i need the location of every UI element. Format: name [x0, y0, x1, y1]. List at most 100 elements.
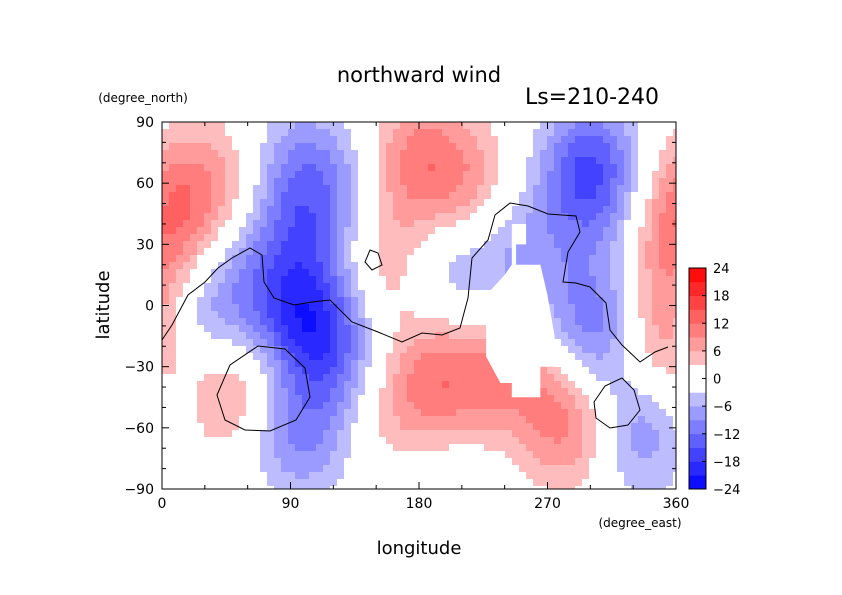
wind-field-cell — [603, 255, 611, 263]
wind-field-cell — [575, 409, 583, 417]
wind-field-cell — [183, 129, 191, 137]
wind-field-cell — [323, 262, 331, 270]
wind-field-cell — [582, 157, 590, 165]
wind-field-cell — [379, 241, 387, 249]
wind-field-cell — [211, 311, 219, 319]
wind-field-cell — [547, 234, 555, 242]
wind-field-cell — [428, 150, 436, 158]
wind-field-cell — [470, 220, 478, 228]
wind-field-cell — [407, 122, 415, 130]
wind-field-cell — [190, 339, 198, 347]
wind-field-cell — [386, 220, 394, 228]
wind-field-cell — [498, 437, 506, 445]
wind-field-cell — [183, 472, 191, 480]
wind-field-cell — [267, 297, 275, 305]
wind-field-cell — [337, 262, 345, 270]
wind-field-cell — [477, 234, 485, 242]
wind-field-cell — [568, 213, 576, 221]
wind-field-cell — [491, 262, 499, 270]
wind-field-cell — [442, 248, 450, 256]
wind-field-cell — [512, 416, 520, 424]
wind-field-cell — [477, 465, 485, 473]
wind-field-cell — [400, 409, 408, 417]
wind-field-cell — [274, 381, 282, 389]
wind-field-cell — [512, 486, 520, 489]
wind-field-cell — [491, 143, 499, 151]
wind-field-cell — [617, 290, 625, 298]
wind-field-cell — [295, 276, 303, 284]
wind-field-cell — [232, 353, 240, 361]
wind-field-cell — [568, 402, 576, 410]
wind-field-cell — [414, 269, 422, 277]
wind-field-cell — [267, 213, 275, 221]
wind-field-cell — [568, 304, 576, 312]
wind-field-cell — [610, 311, 618, 319]
wind-field-cell — [253, 206, 261, 214]
wind-field-cell — [589, 346, 597, 354]
wind-field-cell — [274, 248, 282, 256]
wind-field-cell — [169, 122, 177, 130]
wind-field-cell — [624, 479, 632, 487]
wind-field-cell — [330, 437, 338, 445]
wind-field-cell — [666, 318, 674, 326]
wind-field-cell — [274, 283, 282, 291]
wind-field-cell — [491, 430, 499, 438]
wind-field-cell — [610, 409, 618, 417]
wind-field-cell — [659, 360, 667, 368]
wind-field-cell — [400, 283, 408, 291]
wind-field-cell — [512, 122, 520, 130]
wind-field-cell — [176, 122, 184, 130]
wind-field-cell — [274, 458, 282, 466]
wind-field-cell — [330, 234, 338, 242]
wind-field-cell — [169, 374, 177, 382]
wind-field-cell — [365, 122, 373, 130]
wind-field-cell — [463, 241, 471, 249]
wind-field-cell — [323, 486, 331, 489]
wind-field-cell — [253, 171, 261, 179]
wind-field-cell — [582, 290, 590, 298]
wind-field-cell — [491, 248, 499, 256]
wind-field-cell — [498, 409, 506, 417]
wind-field-cell — [239, 423, 247, 431]
wind-field-cell — [386, 402, 394, 410]
wind-field-cell — [582, 332, 590, 340]
wind-field-cell — [526, 185, 534, 193]
wind-field-cell — [484, 199, 492, 207]
wind-field-cell — [204, 213, 212, 221]
wind-field-cell — [288, 311, 296, 319]
wind-field-cell — [239, 346, 247, 354]
wind-field-cell — [400, 206, 408, 214]
wind-field-cell — [337, 192, 345, 200]
wind-field-cell — [610, 472, 618, 480]
wind-field-cell — [260, 157, 268, 165]
wind-field-cell — [253, 479, 261, 487]
wind-field-cell — [470, 269, 478, 277]
wind-field-cell — [449, 185, 457, 193]
wind-field-cell — [575, 332, 583, 340]
wind-field-cell — [232, 458, 240, 466]
wind-field-cell — [246, 374, 254, 382]
y-tick-label: −60 — [124, 421, 154, 437]
wind-field-cell — [498, 192, 506, 200]
wind-field-cell — [302, 465, 310, 473]
wind-field-cell — [603, 129, 611, 137]
wind-field-cell — [449, 325, 457, 333]
wind-field-cell — [218, 206, 226, 214]
wind-field-cell — [414, 150, 422, 158]
wind-field-cell — [183, 423, 191, 431]
wind-field-cell — [288, 185, 296, 193]
colorbar-segment — [689, 433, 706, 448]
wind-field-cell — [281, 157, 289, 165]
wind-field-cell — [316, 311, 324, 319]
wind-field-cell — [246, 143, 254, 151]
wind-field-cell — [617, 157, 625, 165]
wind-field-cell — [169, 360, 177, 368]
wind-field-cell — [568, 325, 576, 333]
wind-field-cell — [386, 353, 394, 361]
wind-field-cell — [554, 409, 562, 417]
wind-field-cell — [337, 185, 345, 193]
wind-field-cell — [596, 423, 604, 431]
wind-field-cell — [477, 150, 485, 158]
wind-field-cell — [190, 262, 198, 270]
wind-field-cell — [631, 178, 639, 186]
